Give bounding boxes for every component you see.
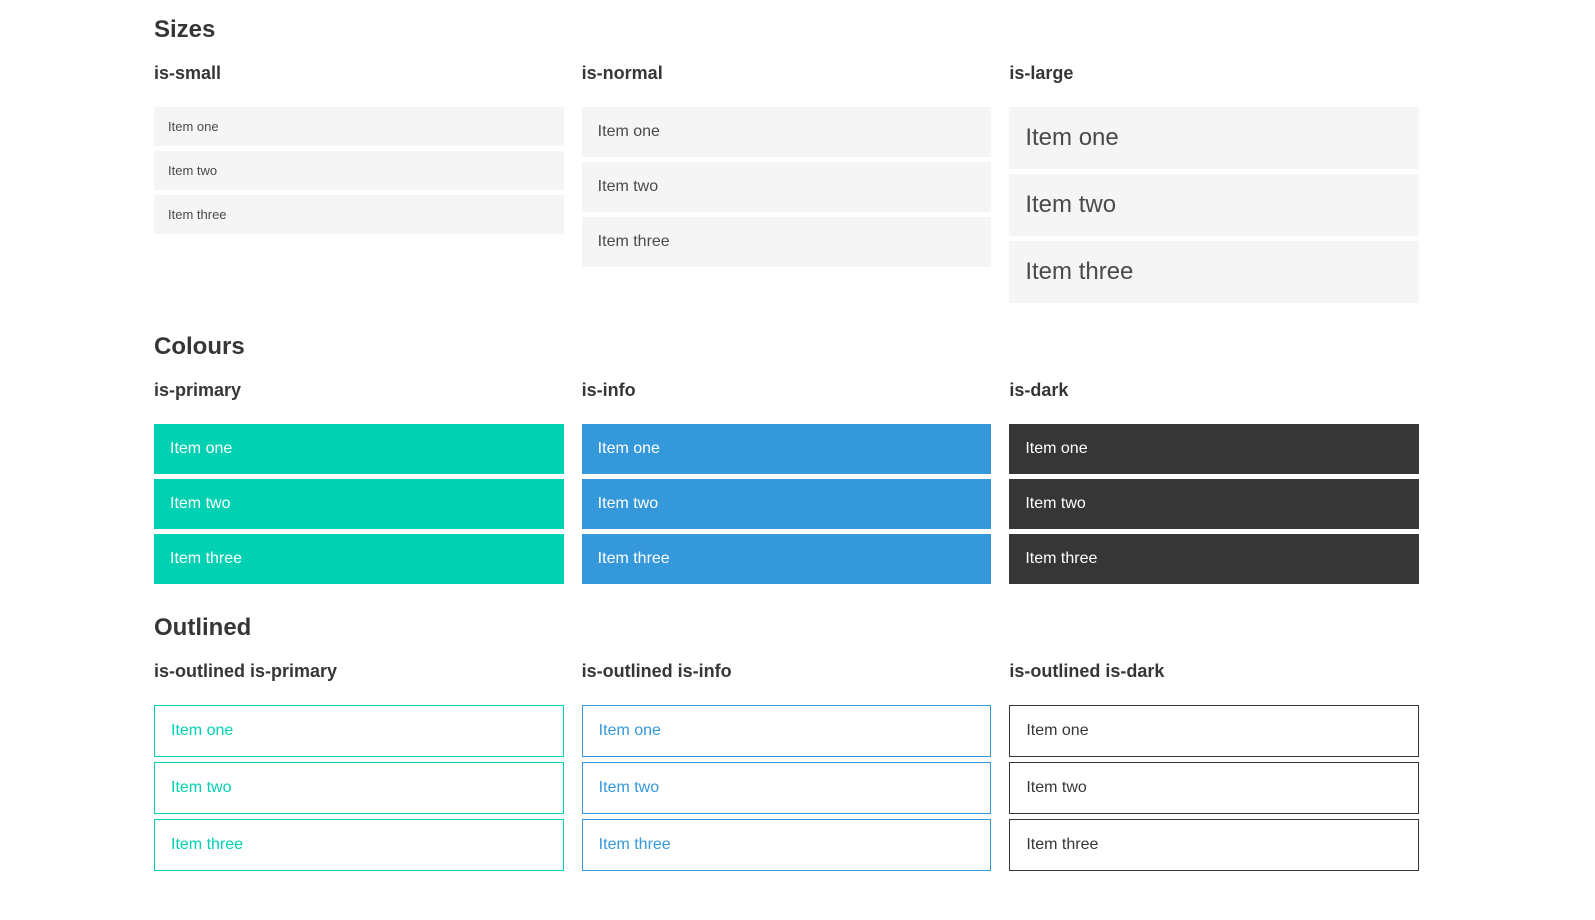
group-is-large: is-large Item one Item two Item three [1009, 62, 1420, 308]
group-is-outlined-is-dark: is-outlined is-dark Item one Item two It… [1009, 660, 1420, 876]
group-title-is-normal: is-normal [581, 63, 663, 83]
list-item[interactable]: Item three [154, 195, 564, 234]
item-list-info: Item one Item two Item three [581, 424, 992, 584]
item-list-normal: Item one Item two Item three [581, 107, 992, 267]
list-item[interactable]: Item one [581, 424, 992, 474]
group-is-dark: is-dark Item one Item two Item three [1009, 379, 1420, 589]
list-item[interactable]: Item two [154, 762, 564, 814]
list-item[interactable]: Item two [581, 479, 992, 529]
style-guide-page: Sizes is-small Item one Item two Item th… [154, 15, 1420, 876]
section-title-outlined: Outlined [154, 614, 252, 641]
item-list-primary: Item one Item two Item three [154, 424, 564, 584]
section-colours: Colours is-primary Item one Item two Ite… [154, 332, 1420, 589]
list-item[interactable]: Item two [1009, 479, 1420, 529]
list-item[interactable]: Item three [154, 819, 564, 871]
section-title-colours: Colours [154, 333, 245, 360]
list-item[interactable]: Item two [1009, 762, 1420, 814]
list-item[interactable]: Item one [154, 107, 564, 146]
group-is-outlined-is-primary: is-outlined is-primary Item one Item two… [154, 660, 564, 876]
group-is-small: is-small Item one Item two Item three [154, 62, 564, 308]
group-title-is-outlined-is-dark: is-outlined is-dark [1009, 661, 1165, 681]
group-title-is-info: is-info [581, 380, 636, 400]
colours-columns: is-primary Item one Item two Item three … [154, 379, 1420, 589]
list-item[interactable]: Item two [581, 762, 992, 814]
list-item[interactable]: Item one [581, 705, 992, 757]
list-item[interactable]: Item two [581, 162, 992, 212]
group-is-primary: is-primary Item one Item two Item three [154, 379, 564, 589]
section-outlined: Outlined is-outlined is-primary Item one… [154, 613, 1420, 876]
item-list-outlined-info: Item one Item two Item three [581, 705, 992, 871]
list-item[interactable]: Item one [1009, 705, 1420, 757]
group-is-info: is-info Item one Item two Item three [581, 379, 992, 589]
group-title-is-outlined-is-info: is-outlined is-info [581, 661, 732, 681]
list-item[interactable]: Item one [154, 424, 564, 474]
group-title-is-small: is-small [154, 63, 222, 83]
group-is-normal: is-normal Item one Item two Item three [581, 62, 992, 308]
list-item[interactable]: Item one [581, 107, 992, 157]
outlined-columns: is-outlined is-primary Item one Item two… [154, 660, 1420, 876]
list-item[interactable]: Item three [581, 819, 992, 871]
group-title-is-outlined-is-primary: is-outlined is-primary [154, 661, 338, 681]
list-item[interactable]: Item three [581, 217, 992, 267]
list-item[interactable]: Item one [1009, 107, 1420, 169]
list-item[interactable]: Item two [154, 479, 564, 529]
item-list-outlined-primary: Item one Item two Item three [154, 705, 564, 871]
section-title-sizes: Sizes [154, 16, 216, 43]
list-item[interactable]: Item one [154, 705, 564, 757]
list-item[interactable]: Item three [1009, 819, 1420, 871]
group-title-is-primary: is-primary [154, 380, 242, 400]
list-item[interactable]: Item three [581, 534, 992, 584]
list-item[interactable]: Item two [154, 151, 564, 190]
section-sizes: Sizes is-small Item one Item two Item th… [154, 15, 1420, 308]
list-item[interactable]: Item three [154, 534, 564, 584]
sizes-columns: is-small Item one Item two Item three is… [154, 62, 1420, 308]
item-list-small: Item one Item two Item three [154, 107, 564, 234]
item-list-outlined-dark: Item one Item two Item three [1009, 705, 1420, 871]
group-title-is-large: is-large [1009, 63, 1074, 83]
item-list-large: Item one Item two Item three [1009, 107, 1420, 303]
list-item[interactable]: Item three [1009, 241, 1420, 303]
group-is-outlined-is-info: is-outlined is-info Item one Item two It… [581, 660, 992, 876]
item-list-dark: Item one Item two Item three [1009, 424, 1420, 584]
group-title-is-dark: is-dark [1009, 380, 1069, 400]
list-item[interactable]: Item one [1009, 424, 1420, 474]
list-item[interactable]: Item three [1009, 534, 1420, 584]
list-item[interactable]: Item two [1009, 174, 1420, 236]
